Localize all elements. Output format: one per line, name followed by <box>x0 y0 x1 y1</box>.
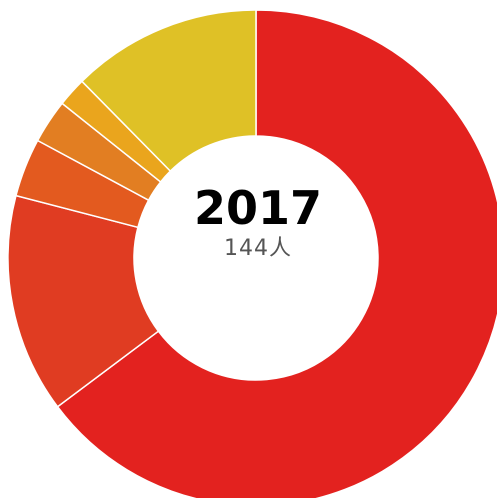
chart-title: 2017 <box>193 181 323 235</box>
center-label: 2017 144人 <box>148 182 368 264</box>
donut-slice-2 <box>7 194 160 408</box>
chart-subtitle: 144人 <box>224 236 292 261</box>
donut-slice-6 <box>80 9 257 173</box>
donut-slice-1 <box>56 9 497 498</box>
